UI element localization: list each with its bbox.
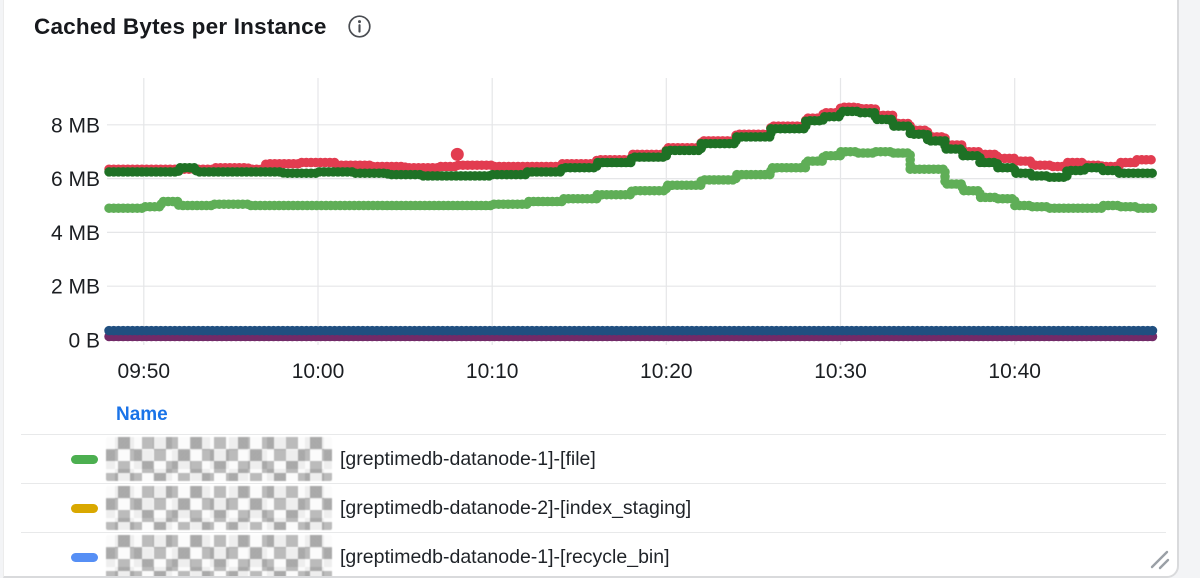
legend-table: Name [greptimedb-datanode-1]-[file] [gre… (21, 396, 1166, 576)
panel-header: Cached Bytes per Instance (4, 0, 1177, 44)
redacted-series-prefix (106, 486, 332, 530)
panel-card: Cached Bytes per Instance 0 B 2 MB 4 MB 6 M… (3, 0, 1179, 578)
redacted-series-prefix (106, 437, 332, 481)
info-icon[interactable] (347, 14, 372, 39)
svg-text:10:30: 10:30 (814, 360, 867, 383)
legend-row-label: [greptimedb-datanode-1]-[recycle_bin] (340, 545, 670, 568)
legend-row-label: [greptimedb-datanode-2]-[index_staging] (340, 496, 692, 519)
svg-text:6 MB: 6 MB (51, 168, 100, 191)
chart-canvas[interactable]: 0 B 2 MB 4 MB 6 MB 8 MB 09:50 10:00 10:10 10:20 1… (4, 58, 1177, 396)
svg-text:0 B: 0 B (68, 330, 100, 353)
svg-text:10:00: 10:00 (292, 360, 345, 383)
series-marker (71, 552, 98, 562)
legend-column-header: Name (21, 396, 1166, 434)
page-title: Cached Bytes per Instance (34, 13, 327, 39)
legend-row[interactable]: [greptimedb-datanode-1]-[recycle_bin] (21, 532, 1166, 576)
redacted-series-prefix (106, 535, 332, 576)
svg-text:8 MB: 8 MB (51, 114, 100, 137)
svg-text:2 MB: 2 MB (51, 276, 100, 299)
legend-sort-name[interactable]: Name (116, 404, 168, 425)
legend-row-label: [greptimedb-datanode-1]-[file] (340, 447, 596, 470)
svg-text:10:20: 10:20 (640, 360, 693, 383)
series-marker (71, 454, 98, 464)
legend-row[interactable]: [greptimedb-datanode-1]-[file] (21, 434, 1166, 483)
svg-text:09:50: 09:50 (118, 360, 171, 383)
resize-handle-icon[interactable] (1146, 546, 1172, 572)
svg-text:4 MB: 4 MB (51, 222, 100, 245)
svg-text:10:10: 10:10 (466, 360, 519, 383)
series-marker (71, 503, 98, 513)
legend-row[interactable]: [greptimedb-datanode-2]-[index_staging] (21, 483, 1166, 532)
svg-text:10:40: 10:40 (988, 360, 1041, 383)
